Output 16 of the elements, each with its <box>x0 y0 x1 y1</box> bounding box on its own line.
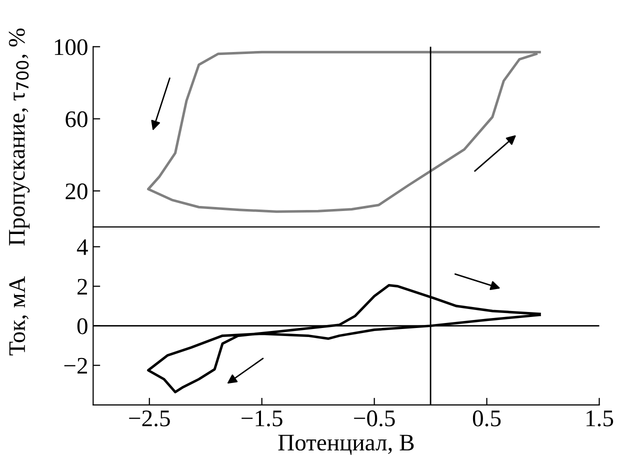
x-tick-label: −0.5 <box>354 410 395 426</box>
x-tick-label: 0.5 <box>472 410 501 426</box>
y-tick-label: 0 <box>77 318 88 334</box>
line-series <box>147 50 541 213</box>
y-tick-label: 4 <box>76 239 88 255</box>
y-tick-label: −2 <box>64 358 87 374</box>
y-axis-title: Пропускание, τ$_{700}$, % <box>8 28 30 246</box>
y-tick-label: 2 <box>78 278 87 294</box>
x-tick-label: −1.5 <box>242 410 282 426</box>
x-tick-label: 1.5 <box>586 410 614 426</box>
y-tick-label: 60 <box>66 111 88 128</box>
y-tick-label: 100 <box>54 39 88 56</box>
y-axis-title: Ток, мА <box>9 276 28 356</box>
x-tick-label: −2.5 <box>129 410 170 426</box>
y-tick-label: 20 <box>66 183 88 200</box>
x-axis-title: Потенциал, В <box>278 434 414 455</box>
